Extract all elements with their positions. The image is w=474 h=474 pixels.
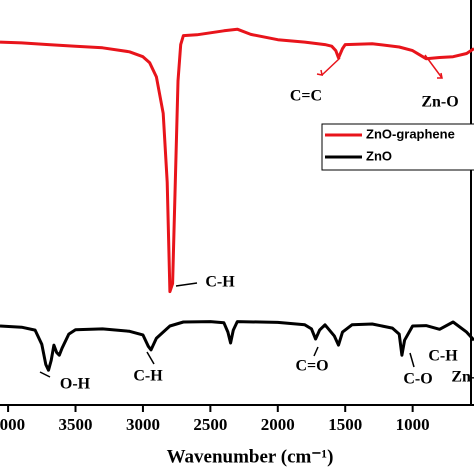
annotation: C-O — [403, 371, 432, 388]
annotation: Zn-O — [421, 94, 458, 111]
legend-label: ZnO-graphene — [366, 126, 455, 141]
annotation: C-H — [205, 274, 235, 291]
x-tick-label: 2500 — [193, 415, 227, 434]
x-tick-label: 3500 — [59, 415, 93, 434]
x-tick-label: 1000 — [396, 415, 430, 434]
series-line — [0, 27, 474, 294]
annotation: C-H — [428, 348, 458, 365]
annotation: O-H — [60, 376, 91, 393]
series-line — [0, 320, 474, 372]
x-tick-label: 1500 — [328, 415, 362, 434]
annotation: C=C — [290, 88, 322, 105]
annotation: Zn-O — [451, 369, 474, 386]
x-tick-label: 2000 — [261, 415, 295, 434]
x-tick-label: 3000 — [126, 415, 160, 434]
legend: ZnO-graphene ZnO — [321, 123, 474, 171]
legend-box — [321, 123, 474, 171]
x-tick-label: 4000 — [0, 415, 25, 434]
annotation: C=O — [295, 358, 328, 375]
legend-label: ZnO — [366, 148, 392, 163]
annotation: C-H — [133, 368, 163, 385]
x-axis-label: Wavenumber (cm⁻¹) — [167, 446, 334, 467]
